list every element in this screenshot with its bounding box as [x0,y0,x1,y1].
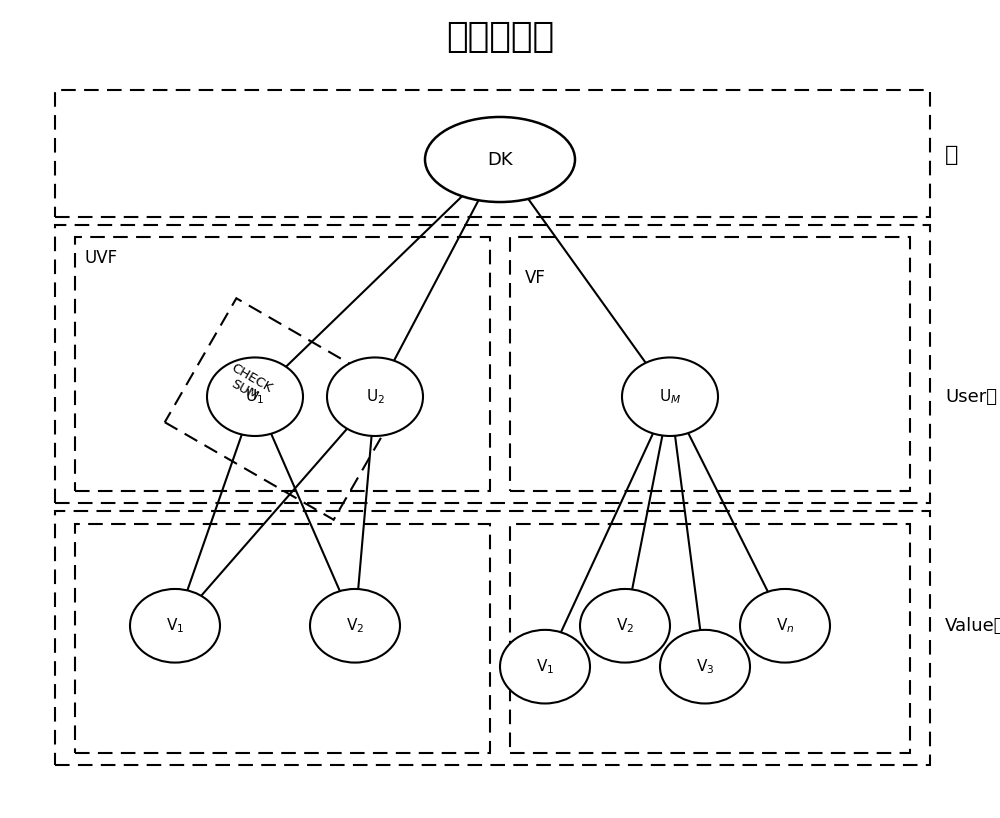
Text: U$_M$: U$_M$ [659,388,681,406]
Ellipse shape [740,589,830,663]
Ellipse shape [327,357,423,436]
Ellipse shape [310,589,400,663]
Bar [510,524,910,753]
Bar [510,237,910,491]
Text: DK: DK [487,151,513,169]
Bar [75,524,490,753]
Text: UVF: UVF [85,249,118,267]
Text: V$_1$: V$_1$ [536,658,554,676]
Text: CHECK
SUM: CHECK SUM [222,362,274,407]
Text: V$_2$: V$_2$ [616,617,634,635]
Ellipse shape [500,630,590,703]
Ellipse shape [130,589,220,663]
Ellipse shape [425,117,575,202]
Text: U$_1$: U$_1$ [245,388,265,406]
Ellipse shape [660,630,750,703]
Text: User层: User层 [945,388,997,406]
Text: V$_n$: V$_n$ [776,617,794,635]
Bar [75,237,490,491]
Text: 用户行为树: 用户行为树 [446,20,554,55]
Text: V$_3$: V$_3$ [696,658,714,676]
Ellipse shape [580,589,670,663]
Bar [55,225,930,503]
Text: V$_2$: V$_2$ [346,617,364,635]
Text: Value层: Value层 [945,617,1000,635]
Ellipse shape [207,357,303,436]
Bar [55,90,930,217]
Text: V$_1$: V$_1$ [166,617,184,635]
Bar [55,511,930,765]
Text: 根: 根 [945,146,958,165]
Ellipse shape [622,357,718,436]
Text: VF: VF [525,269,546,287]
Text: U$_2$: U$_2$ [366,388,384,406]
